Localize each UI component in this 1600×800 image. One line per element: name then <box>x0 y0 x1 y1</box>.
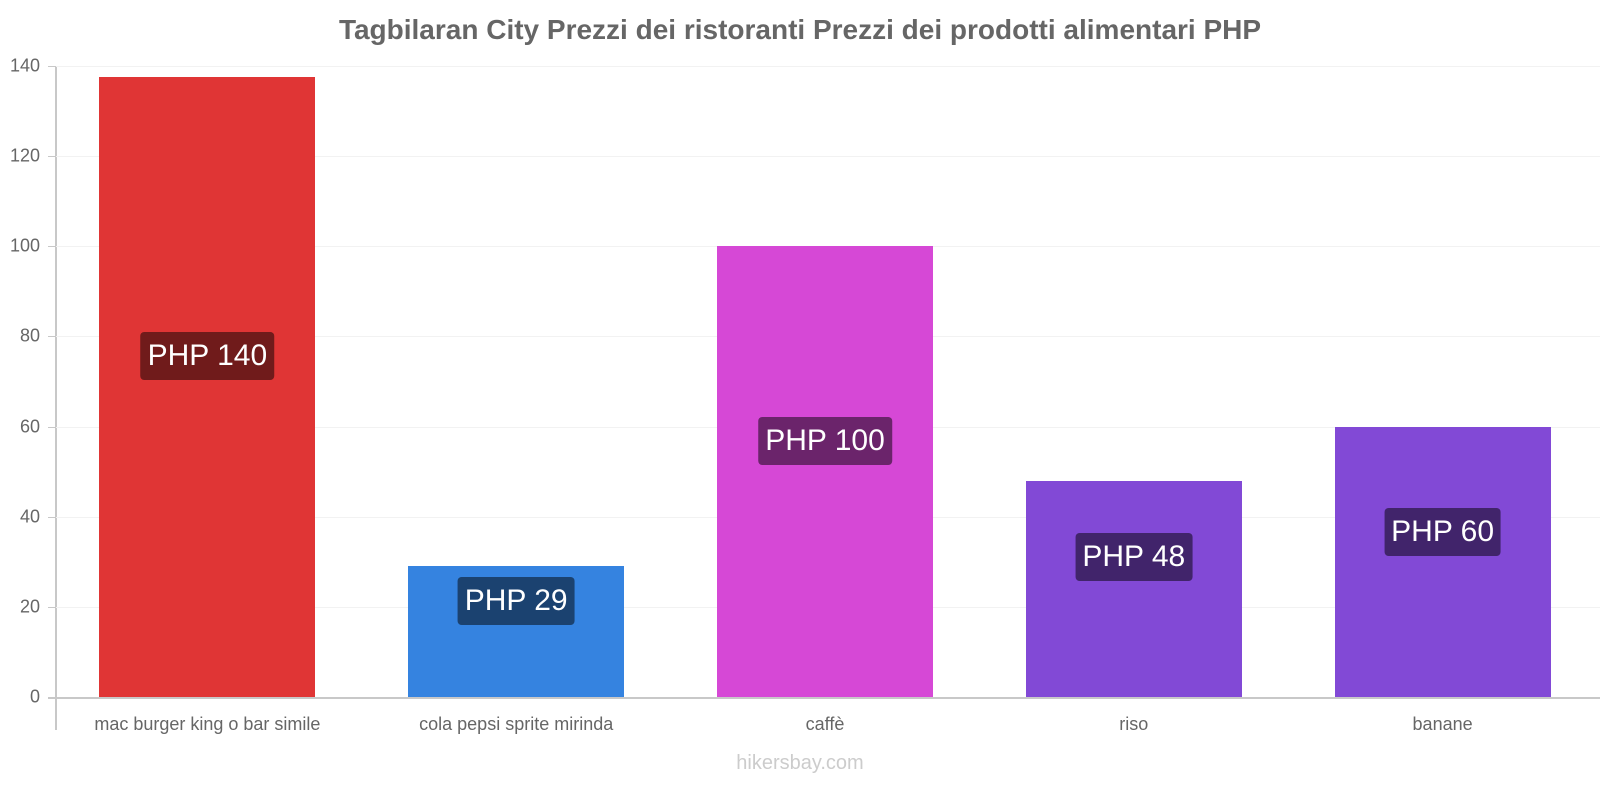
y-tick-mark <box>48 426 56 428</box>
bar-value-label: PHP 60 <box>1384 508 1502 556</box>
gridline <box>56 156 1600 158</box>
chart-title: Tagbilaran City Prezzi dei ristoranti Pr… <box>338 14 1262 45</box>
bar-value-label: PHP 48 <box>1075 533 1193 581</box>
x-axis-line <box>48 697 1600 699</box>
y-tick-label: 140 <box>9 55 40 76</box>
bar-value-label: PHP 29 <box>457 577 575 625</box>
y-tick-label: 40 <box>19 506 40 527</box>
x-tick-label: banane <box>1412 714 1473 734</box>
x-tick-label: riso <box>1119 714 1149 734</box>
y-tick-label: 100 <box>9 235 40 256</box>
y-tick-mark <box>48 516 56 518</box>
bar-value-label: PHP 100 <box>758 417 892 465</box>
y-tick-label: 20 <box>19 596 40 617</box>
y-tick-label: 80 <box>19 325 40 346</box>
bar[interactable]: PHP 60 <box>1334 426 1551 697</box>
watermark: hikersbay.com <box>736 752 864 774</box>
bar[interactable]: PHP 48 <box>1025 480 1242 697</box>
y-tick-mark <box>48 246 56 248</box>
y-tick-label: 0 <box>29 686 40 707</box>
plot-area: PHP 140 PHP 29 PHP 100 PHP 48 PHP 60 <box>56 66 1600 697</box>
bar[interactable]: PHP 29 <box>408 566 625 697</box>
bar-value-label: PHP 140 <box>140 332 275 380</box>
bar[interactable]: PHP 100 <box>717 246 933 697</box>
gridline <box>56 66 1600 67</box>
y-tick-mark <box>48 336 56 338</box>
y-axis-line <box>55 66 57 730</box>
y-tick-label: 60 <box>19 416 40 437</box>
y-tick-mark <box>48 606 56 608</box>
y-tick-mark <box>48 66 56 67</box>
bar[interactable]: PHP 140 <box>99 77 316 697</box>
x-tick-label: cola pepsi sprite mirinda <box>419 714 614 734</box>
x-tick-label: mac burger king o bar simile <box>94 714 321 734</box>
x-tick-label: caffè <box>805 714 845 734</box>
y-tick-mark <box>48 156 56 158</box>
y-tick-label: 120 <box>9 145 40 166</box>
